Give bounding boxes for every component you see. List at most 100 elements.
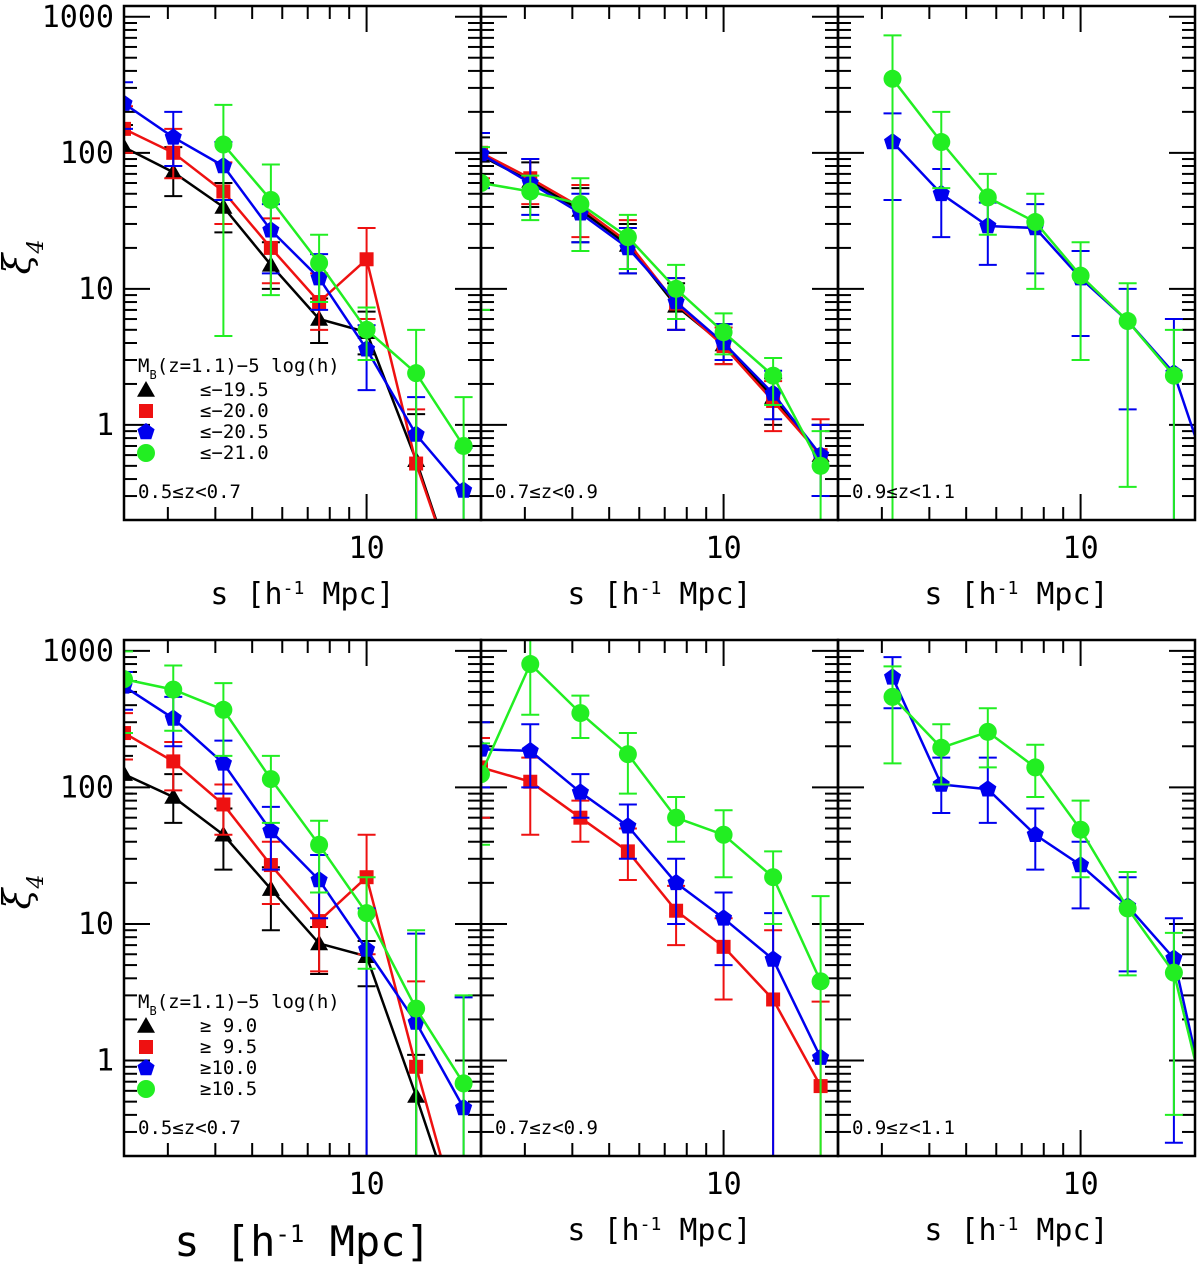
y-axis-label: ξ4 [0, 240, 49, 275]
y-tick-label: 10 [78, 272, 114, 307]
panel-frame [481, 6, 838, 520]
ylabel-subscript: 4 [24, 875, 49, 890]
series-blue [884, 113, 1200, 520]
legend-marker [137, 1017, 155, 1033]
legend-entry: ≥10.0 [200, 1057, 257, 1079]
series-line [481, 183, 821, 466]
xlabel-superscript: -1 [640, 578, 662, 599]
data-point [521, 655, 539, 673]
legend-marker [139, 1040, 153, 1054]
data-point [979, 723, 997, 741]
legend-title-part: M [138, 355, 149, 377]
y-tick-label: 1 [96, 1044, 114, 1079]
panel-label: 0.5≤z<0.7 [138, 481, 241, 503]
legend-entry: ≥ 9.0 [200, 1015, 257, 1037]
data-point [715, 323, 733, 341]
legend-entry: ≥ 9.5 [200, 1036, 257, 1058]
ylabel-symbol: ξ [0, 251, 39, 274]
x-tick-label: 10 [706, 531, 742, 566]
panel-top-middle: 10 s [h-1 Mpc] 0.7≤z<0.9 [472, 6, 838, 612]
xlabel-superscript: -1 [640, 1214, 662, 1235]
legend-marker [137, 1080, 155, 1098]
x-axis-label: s [h-1 Mpc] [924, 577, 1108, 612]
legend-entry: ≤−20.0 [200, 400, 269, 422]
y-tick-label: 1000 [42, 634, 114, 669]
series-line [481, 156, 821, 455]
legend-entry: ≤−19.5 [200, 379, 269, 401]
xlabel-part: s [h [924, 577, 996, 612]
panel-label: 0.9≤z<1.1 [852, 481, 955, 503]
data-point [165, 128, 182, 144]
data-point [262, 770, 280, 788]
data-point [932, 133, 950, 151]
y-tick-label: 1 [96, 408, 114, 443]
panel-frame [481, 640, 838, 1156]
legend-marker [137, 381, 155, 397]
ylabel-symbol: ξ [0, 886, 39, 909]
data-point [216, 797, 230, 811]
series-line [481, 664, 821, 981]
data-point [715, 826, 733, 844]
data-point [262, 191, 280, 209]
data-point [214, 701, 232, 719]
xlabel-superscript: -1 [997, 1214, 1019, 1235]
x-axis-label: s [h-1 Mpc] [174, 1217, 431, 1264]
legend-title-sub: B [149, 1004, 156, 1018]
data-point [1072, 267, 1090, 285]
y-axis-label: ξ4 [0, 875, 49, 910]
x-axis-label: s [h-1 Mpc] [567, 577, 751, 612]
ylabel-subscript: 4 [24, 240, 49, 255]
series-group [884, 35, 1200, 520]
data-point [979, 780, 996, 796]
series-group [884, 657, 1200, 1165]
data-point [812, 457, 830, 475]
data-point [884, 688, 902, 706]
data-point [358, 904, 376, 922]
series-line [481, 749, 821, 1057]
data-point [360, 252, 374, 266]
xlabel-part: Mpc] [1018, 1213, 1108, 1248]
data-point [407, 364, 425, 382]
data-point [667, 280, 685, 298]
data-point [521, 182, 539, 200]
series-line [893, 697, 1200, 1156]
series-group [472, 133, 830, 520]
data-point [812, 972, 830, 990]
x-tick-label: 10 [349, 1167, 385, 1202]
y-tick-label: 100 [60, 770, 114, 805]
panel-bottom-right: 10s [h-1 Mpc]0.9≤z<1.1 [838, 640, 1200, 1248]
x-tick-label: 10 [349, 531, 385, 566]
xlabel-part: s [h [210, 577, 282, 612]
series-green [884, 666, 1200, 1165]
data-point [1026, 213, 1044, 231]
panel-label: 0.9≤z<1.1 [852, 1117, 955, 1139]
data-point [765, 950, 782, 966]
series-red [472, 738, 830, 1156]
panel-top-right: 10s [h-1 Mpc]0.9≤z<1.1 [838, 6, 1200, 612]
series-blue [472, 722, 829, 1156]
xlabel-part: s [h [567, 577, 639, 612]
data-point [358, 321, 376, 339]
panel-label: 0.7≤z<0.9 [495, 481, 598, 503]
data-point [310, 836, 328, 854]
series-group [472, 640, 830, 1156]
xlabel-part: s [h [567, 1213, 639, 1248]
data-point [1072, 821, 1090, 839]
data-point [214, 136, 232, 154]
legend-title-part: (z=1.1)−5 log(h) [157, 355, 340, 377]
data-point [619, 228, 637, 246]
xlabel-part: s [h [924, 1213, 996, 1248]
data-point [407, 1000, 425, 1018]
data-point [455, 1074, 473, 1092]
legend-entry: ≤−20.5 [200, 421, 269, 443]
series-green [472, 640, 830, 1156]
xlabel-part: Mpc] [661, 577, 751, 612]
series-95 [115, 713, 464, 1238]
data-point [571, 195, 589, 213]
data-point [764, 367, 782, 385]
legend-title-part: (z=1.1)−5 log(h) [157, 991, 340, 1013]
y-tick-label: 100 [60, 136, 114, 171]
data-point [164, 681, 182, 699]
data-point [571, 704, 589, 722]
